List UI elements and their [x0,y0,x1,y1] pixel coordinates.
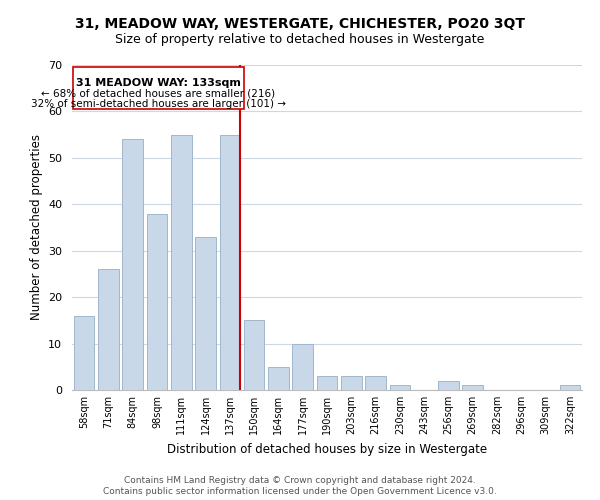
Text: ← 68% of detached houses are smaller (216): ← 68% of detached houses are smaller (21… [41,88,275,98]
Bar [122,140,143,390]
Text: 31, MEADOW WAY, WESTERGATE, CHICHESTER, PO20 3QT: 31, MEADOW WAY, WESTERGATE, CHICHESTER, … [75,18,525,32]
Text: 32% of semi-detached houses are larger (101) →: 32% of semi-detached houses are larger (… [31,99,286,109]
Bar [268,367,289,390]
Bar [365,376,386,390]
Bar [146,214,167,390]
Text: 31 MEADOW WAY: 133sqm: 31 MEADOW WAY: 133sqm [76,78,241,88]
Bar [98,270,119,390]
Text: Contains public sector information licensed under the Open Government Licence v3: Contains public sector information licen… [103,488,497,496]
Bar [463,386,483,390]
Text: Contains HM Land Registry data © Crown copyright and database right 2024.: Contains HM Land Registry data © Crown c… [124,476,476,485]
Polygon shape [73,68,244,109]
Bar [244,320,265,390]
Text: Size of property relative to detached houses in Westergate: Size of property relative to detached ho… [115,32,485,46]
Y-axis label: Number of detached properties: Number of detached properties [29,134,43,320]
Bar [220,134,240,390]
Bar [171,134,191,390]
Bar [317,376,337,390]
Bar [560,386,580,390]
Bar [438,380,459,390]
Bar [74,316,94,390]
Bar [292,344,313,390]
X-axis label: Distribution of detached houses by size in Westergate: Distribution of detached houses by size … [167,442,487,456]
Bar [389,386,410,390]
Bar [341,376,362,390]
Bar [195,237,216,390]
